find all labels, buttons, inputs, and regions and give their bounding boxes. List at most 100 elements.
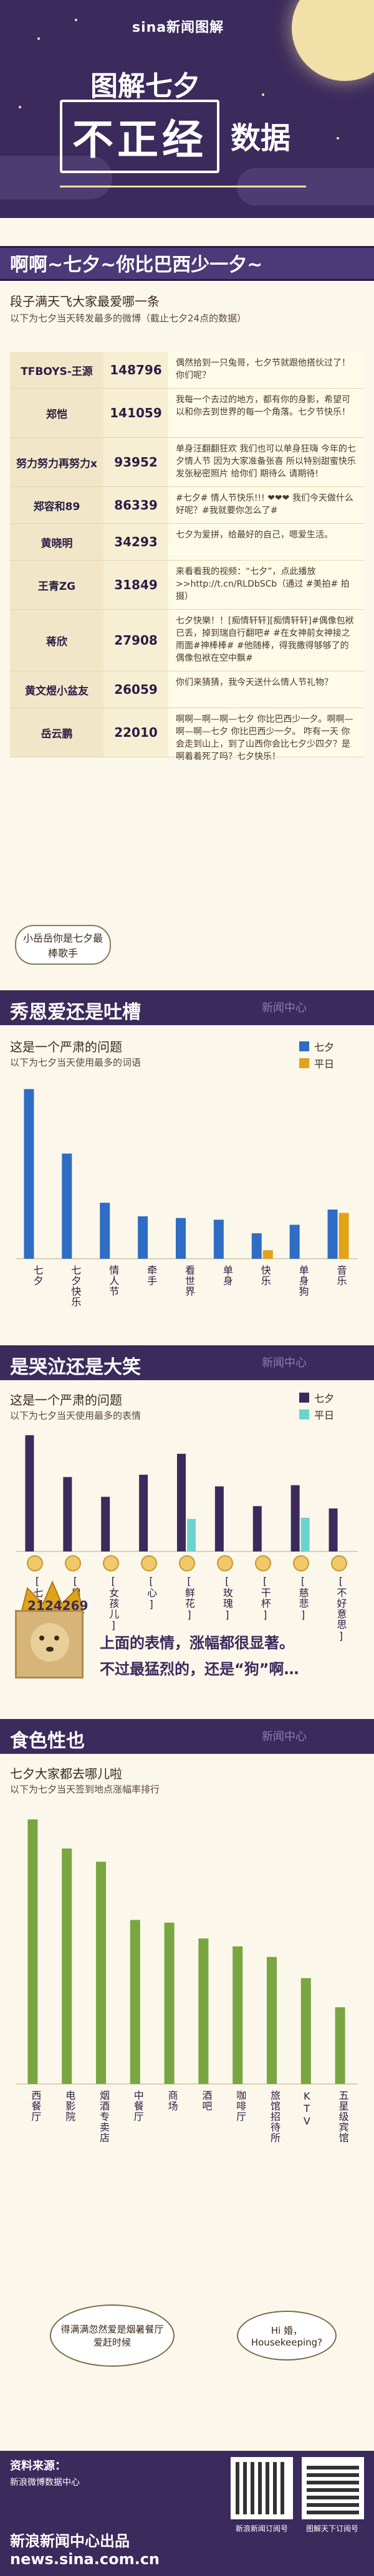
table-cell-count: 26059	[103, 671, 168, 708]
qr-code-tujie[interactable]	[302, 2457, 364, 2519]
table-row: 蒋欣 27908 七夕快樂！！[痴情轩轩][痴情轩轩]#偶像包袱已丢，掉到瑞自行翻吧…	[10, 610, 364, 671]
section2-banner: 秀恩爱还是吐槽 新闻中心	[0, 990, 374, 1025]
legend-swatch	[299, 1393, 309, 1403]
table-row: 王青ZG 31849 来看看我的视频：“七夕”，点此播放>>http://t.cn/…	[10, 561, 364, 610]
chart-category-label: [干杯]	[259, 1575, 271, 1621]
chart-bar	[214, 1486, 224, 1551]
table-cell-count: 31849	[103, 561, 168, 609]
emoji-icon	[292, 1555, 309, 1571]
table-cell-text: 单身汪翻翻狂欢 我们也可以单身狂嗨 今年的七夕情人节 因为大家准备张喜 所以特别…	[168, 438, 364, 486]
legend-label: 平日	[314, 1409, 335, 1421]
chart-places	[16, 1819, 358, 2085]
legend-qixi: 七夕	[299, 1039, 334, 1054]
table-cell-name: 蒋欣	[10, 610, 103, 671]
table-cell-name: 郑恺	[10, 389, 103, 437]
title-tail: 数据	[231, 121, 291, 156]
chart-bar	[187, 1518, 196, 1551]
legend-label: 平日	[314, 1058, 335, 1070]
chart-category-label: [玫瑰]	[221, 1575, 233, 1621]
table-cell-name: 努力努力再努力x	[10, 438, 103, 486]
chart-category-label: KTV	[300, 2090, 313, 2128]
chart-category-label: 七夕快乐	[69, 1265, 82, 1307]
emoji-icon	[65, 1555, 82, 1571]
credit: 新浪新闻中心出品	[10, 2532, 130, 2550]
star-decoration	[19, 106, 21, 108]
emoji-icon	[330, 1555, 347, 1571]
header: sina新闻图解 图解七夕 不正经 数据	[0, 0, 374, 218]
chart-bar	[24, 1089, 34, 1259]
footer-url[interactable]: news.sina.com.cn	[10, 2550, 160, 2568]
emoji-icon	[254, 1555, 271, 1571]
doge-eye	[39, 1636, 44, 1641]
table-cell-name: 黄晓明	[10, 524, 103, 560]
chart-bar	[300, 1978, 311, 2084]
chart-category-label: 商场	[166, 2090, 178, 2111]
chart-bar	[252, 1506, 262, 1551]
chart-bar	[233, 1946, 243, 2084]
table-row: 郑恺 141059 我每一个去过的地方，都有你的身影，希望可以和你去到世界的每一个角…	[10, 389, 364, 438]
star-decoration	[337, 137, 339, 140]
quote-line2: 不过最猛烈的，还是“狗”啊…	[100, 1660, 299, 1678]
legend-pingri: 平日	[299, 1056, 334, 1071]
legend-swatch	[299, 1041, 309, 1051]
table-cell-count: 27908	[103, 610, 168, 671]
table-row: TFBOYS-王源 148796 偶然拾到一只兔哥，七夕节就跟他搭伙过了！你们呢？	[10, 352, 364, 389]
chart-bar	[300, 1517, 310, 1551]
legend-swatch	[299, 1058, 309, 1068]
chart-category-label: 酒吧	[200, 2090, 213, 2111]
table-row: 岳云鹏 22010 啊啊—啊—啊—七夕 你比巴西少一夕。啊啊—啊—啊—七夕 你比巴西…	[10, 708, 364, 762]
chart-category-label: 电影院	[64, 2090, 76, 2122]
table-cell-text: 来看看我的视频：“七夕”，点此播放>>http://t.cn/RLDbSCb（通…	[168, 561, 364, 609]
qr-pattern	[307, 2462, 359, 2514]
doge-face	[31, 1623, 69, 1662]
emoji-icon	[179, 1555, 195, 1571]
chart-bar	[139, 1474, 148, 1551]
chart-category-label: 看世界	[183, 1265, 195, 1297]
table-cell-count: 93952	[103, 438, 168, 486]
table-row: 郑容和89 86339 #七夕# 情人节快乐!!! ❤❤❤ 我们今天做什么好呢？#我…	[10, 487, 364, 524]
section3-note: 以下为七夕当天使用最多的表情	[10, 1410, 141, 1421]
legend-qixi: 七夕	[299, 1390, 334, 1405]
section4-note: 以下为七夕当天签到地点涨幅率排行	[10, 1784, 160, 1795]
chart-category-label: 单身	[221, 1265, 233, 1286]
table-cell-name: 郑容和89	[10, 487, 103, 523]
title-underline	[60, 186, 306, 187]
chart-bar	[213, 1219, 224, 1259]
weibo-table: TFBOYS-王源 148796 偶然拾到一只兔哥，七夕节就跟他搭伙过了！你们呢？郑…	[10, 352, 364, 762]
chart-bar	[164, 1922, 175, 2084]
chart-bar	[62, 1153, 72, 1259]
watermark: 新闻中心	[262, 1002, 307, 1015]
chart-category-label: 咖啡厅	[234, 2090, 247, 2122]
emoji-icon	[141, 1555, 158, 1571]
chart-bar	[25, 1435, 34, 1551]
chart-bar	[63, 1477, 72, 1551]
qr-label-tujie: 图解天下订阅号	[305, 2524, 358, 2533]
table-cell-text: 七夕为爱拼，给最好的自己，嗯爱生活。	[168, 524, 364, 560]
chart-category-label: 快乐	[259, 1265, 271, 1286]
section3-title: 是哭泣还是大笑	[10, 1357, 141, 1378]
title-box: 不正经	[60, 100, 219, 173]
chart-category-label: [鲜花]	[183, 1575, 195, 1621]
emoji-icon	[216, 1555, 233, 1571]
table-cell-text: 你们来猜猜，我今天送什么情人节礼物？	[168, 671, 364, 708]
doge-eye	[54, 1636, 59, 1641]
table-cell-count: 22010	[103, 708, 168, 757]
qr-label-news: 新浪新闻订阅号	[235, 2524, 288, 2533]
chart-category-label: [心]	[145, 1575, 158, 1611]
chart-bar	[177, 1454, 186, 1551]
section2-subtitle: 这是一个严肃的问题	[10, 1039, 122, 1054]
emoji-icon	[103, 1555, 120, 1571]
section2-title: 秀恩爱还是吐槽	[10, 1002, 141, 1023]
speech-bubble-right: Hi 婚，Housekeeping?	[237, 2311, 337, 2361]
section1-note: 以下为七夕当天转发最多的微博（截止七夕24点的数据）	[10, 313, 247, 324]
section1-band	[0, 246, 374, 281]
chart-category-label: 西餐厅	[29, 2090, 42, 2122]
table-cell-name: TFBOYS-王源	[10, 352, 103, 388]
chart-category-label: 单身狗	[297, 1265, 309, 1297]
table-cell-count: 34293	[103, 524, 168, 560]
section3-banner: 是哭泣还是大笑 新闻中心	[0, 1345, 374, 1380]
qr-code-news[interactable]	[231, 2457, 293, 2519]
chart-bar	[327, 1210, 338, 1259]
chart-words	[16, 1089, 358, 1259]
table-cell-text: 七夕快樂！！[痴情轩轩][痴情轩轩]#偶像包袱已丢，掉到瑞自行翻吧# #在女神前…	[168, 610, 364, 671]
